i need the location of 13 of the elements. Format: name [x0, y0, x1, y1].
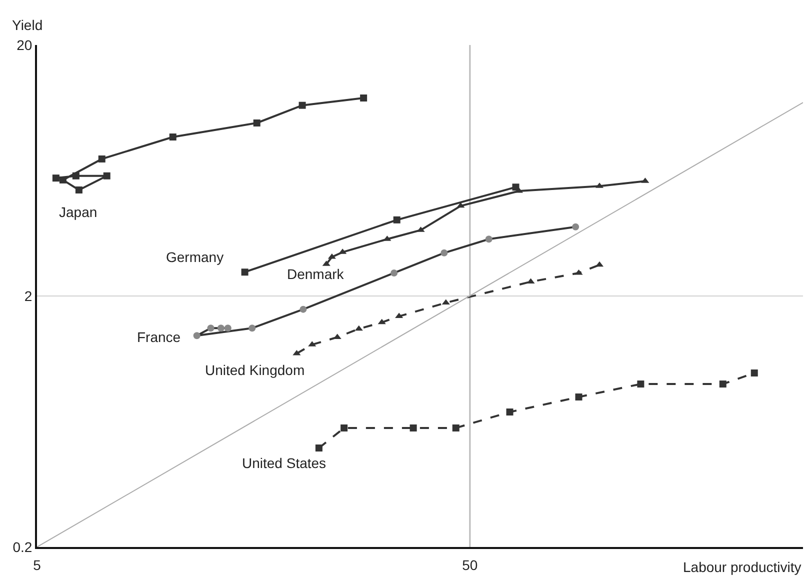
x-axis-title: Labour productivity [683, 559, 802, 575]
y-axis-title: Yield [12, 17, 43, 33]
series-label: Germany [166, 249, 224, 265]
series-label: Denmark [287, 266, 345, 282]
x-tick-label: 5 [33, 556, 42, 573]
y-tick-label: 20 [16, 36, 32, 53]
series-label: United States [242, 455, 326, 471]
x-tick-label: 50 [462, 556, 478, 573]
series-label: Japan [59, 204, 98, 220]
y-tick-label: 2 [24, 288, 32, 304]
series-label: United Kingdom [205, 362, 305, 378]
y-tick-label: 0.2 [12, 538, 32, 555]
series-label: France [137, 329, 181, 345]
